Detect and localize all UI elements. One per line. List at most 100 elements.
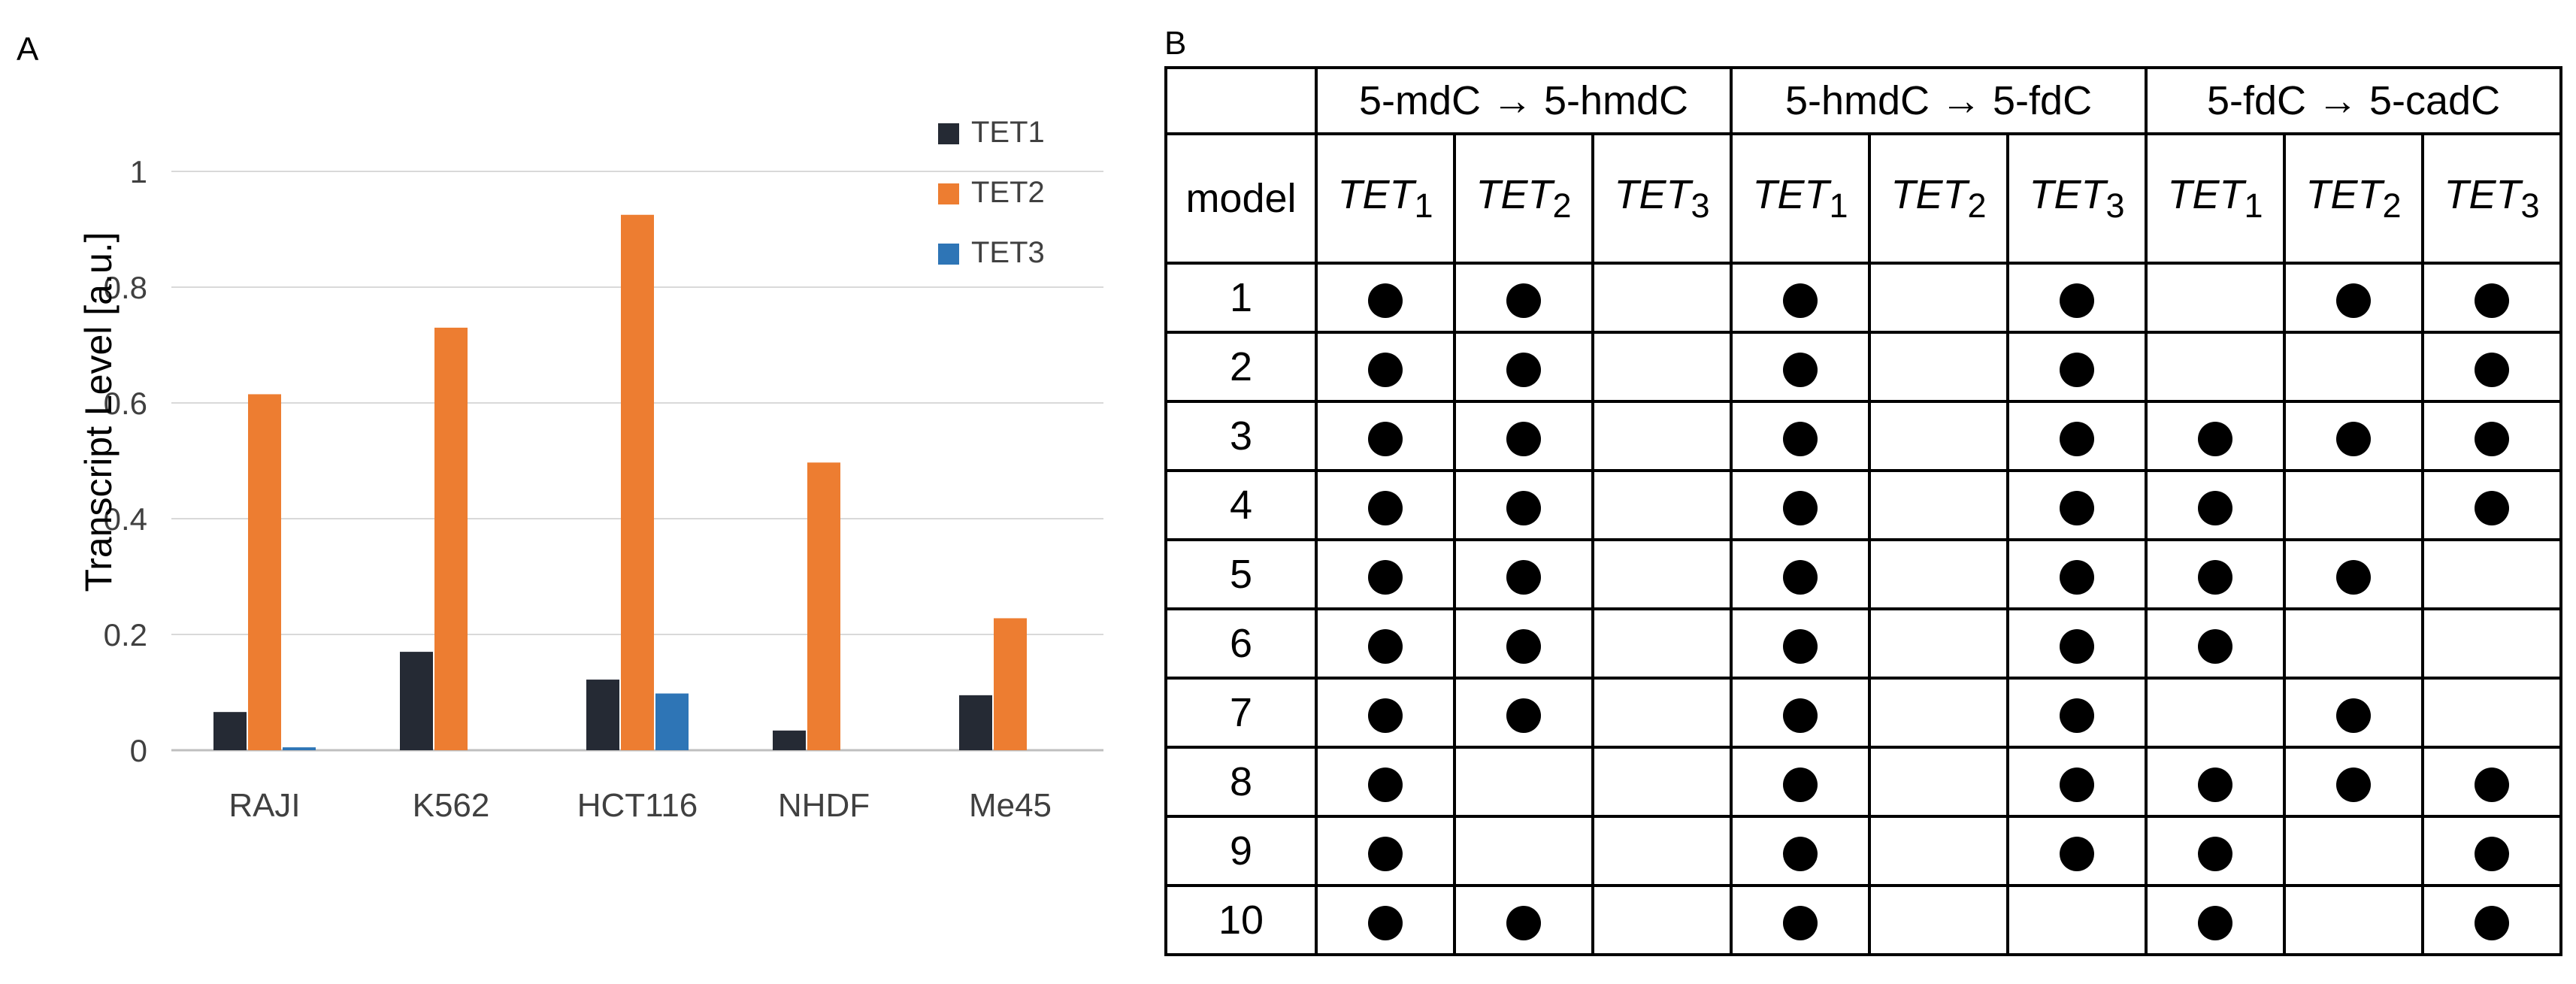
mark-cell	[1591, 677, 1733, 749]
filled-dot-icon	[1506, 283, 1541, 318]
mark-cell	[1591, 607, 1733, 680]
enzyme-name: TET	[2167, 172, 2245, 218]
filled-dot-icon	[1783, 490, 1818, 525]
legend: TET1 TET2 TET3	[938, 116, 1045, 269]
filled-dot-icon	[1506, 352, 1541, 387]
mark-cell	[1730, 262, 1872, 334]
enzyme-subscript: 2	[1967, 186, 1987, 225]
mark-cell	[2006, 262, 2148, 334]
filled-dot-icon	[1506, 905, 1541, 940]
mark-cell	[1868, 815, 2010, 887]
mark-cell	[1730, 884, 1872, 956]
enzyme-name: TET	[1890, 172, 1968, 218]
mark-cell	[1868, 746, 2010, 818]
model-number: 8	[1164, 746, 1318, 818]
filled-dot-icon	[2060, 421, 2095, 456]
filled-dot-icon	[1783, 628, 1818, 664]
mark-cell	[1315, 746, 1456, 818]
mark-cell	[1315, 331, 1456, 403]
mark-cell	[1730, 677, 1872, 749]
mark-cell	[2421, 677, 2563, 749]
mark-cell	[1730, 538, 1872, 610]
filled-dot-icon	[2475, 490, 2510, 525]
enzyme-header: TET2	[2283, 132, 2425, 265]
model-number: 1	[1164, 262, 1318, 334]
filled-dot-icon	[1783, 905, 1818, 940]
bar-tet2-raji	[248, 394, 281, 750]
enzyme-name: TET	[2029, 172, 2106, 218]
enzyme-subscript: 3	[2520, 186, 2540, 225]
model-number: 3	[1164, 400, 1318, 472]
mark-cell	[2006, 331, 2148, 403]
filled-dot-icon	[2475, 905, 2510, 940]
model-number: 6	[1164, 607, 1318, 680]
model-number: 4	[1164, 469, 1318, 541]
filled-dot-icon	[1368, 559, 1403, 595]
mark-cell	[2006, 607, 2148, 680]
mark-cell	[1591, 469, 1733, 541]
filled-dot-icon	[1368, 767, 1403, 802]
mark-cell	[2145, 746, 2287, 818]
filled-dot-icon	[1368, 421, 1403, 456]
group-header-row: 5-mdC → 5-hmdC 5-hmdC → 5-fdC 5-fdC → 5-…	[1164, 66, 2563, 135]
mark-cell	[2421, 400, 2563, 472]
x-tick-label: HCT116	[577, 787, 698, 824]
mark-cell	[1453, 815, 1594, 887]
y-tick-label: 1	[130, 154, 147, 189]
filled-dot-icon	[2060, 767, 2095, 802]
table-row: 6	[1164, 607, 2563, 680]
mark-cell	[1868, 469, 2010, 541]
filled-dot-icon	[2475, 836, 2510, 871]
legend-swatch-tet3	[938, 244, 959, 265]
mark-cell	[2283, 331, 2425, 403]
mark-cell	[1730, 331, 1872, 403]
model-number: 5	[1164, 538, 1318, 610]
enzyme-name: TET	[1614, 172, 1691, 218]
bar-tet1-me45	[959, 695, 992, 750]
filled-dot-icon	[1506, 628, 1541, 664]
y-tick-label: 0	[130, 733, 147, 768]
panel-b-label: B	[1164, 25, 1187, 62]
mark-cell	[1868, 400, 2010, 472]
mark-cell	[1730, 400, 1872, 472]
legend-label-tet2: TET2	[971, 176, 1045, 209]
filled-dot-icon	[1368, 283, 1403, 318]
filled-dot-icon	[2060, 352, 2095, 387]
legend-swatch-tet2	[938, 183, 959, 204]
filled-dot-icon	[2060, 836, 2095, 871]
mark-cell	[2006, 746, 2148, 818]
enzyme-name: TET	[1337, 172, 1415, 218]
filled-dot-icon	[1368, 352, 1403, 387]
model-number: 7	[1164, 677, 1318, 749]
filled-dot-icon	[2198, 421, 2233, 456]
mark-cell	[1591, 331, 1733, 403]
mark-cell	[1591, 400, 1733, 472]
bar-tet2-k562	[434, 327, 468, 750]
mark-cell	[2283, 469, 2425, 541]
mark-cell	[2421, 331, 2563, 403]
mark-cell	[2006, 538, 2148, 610]
mark-cell	[2421, 815, 2563, 887]
bar-chart: 0 0.2 0.4 0.6 0.8 1 RAJI K562 HCT116 NHDF Me45 TE…	[77, 116, 1103, 824]
mark-cell	[1868, 884, 2010, 956]
filled-dot-icon	[2336, 559, 2372, 595]
filled-dot-icon	[2060, 490, 2095, 525]
x-tick-label: NHDF	[778, 787, 870, 824]
filled-dot-icon	[2336, 283, 2372, 318]
filled-dot-icon	[2198, 767, 2233, 802]
mark-cell	[1453, 331, 1594, 403]
filled-dot-icon	[1506, 559, 1541, 595]
mark-cell	[2145, 469, 2287, 541]
mark-cell	[1453, 400, 1594, 472]
bar-tet3-raji	[283, 747, 316, 750]
mark-cell	[2283, 400, 2425, 472]
y-axis-label: Transcript Level [a.u.]	[77, 232, 120, 592]
filled-dot-icon	[2475, 283, 2510, 318]
filled-dot-icon	[1368, 490, 1403, 525]
bar-tet2-hct116	[621, 214, 654, 750]
x-tick-label: RAJI	[229, 787, 300, 824]
table-row: 4	[1164, 469, 2563, 541]
filled-dot-icon	[2336, 421, 2372, 456]
y-tick-labels: 0 0.2 0.4 0.6 0.8 1	[104, 154, 147, 768]
filled-dot-icon	[2475, 767, 2510, 802]
